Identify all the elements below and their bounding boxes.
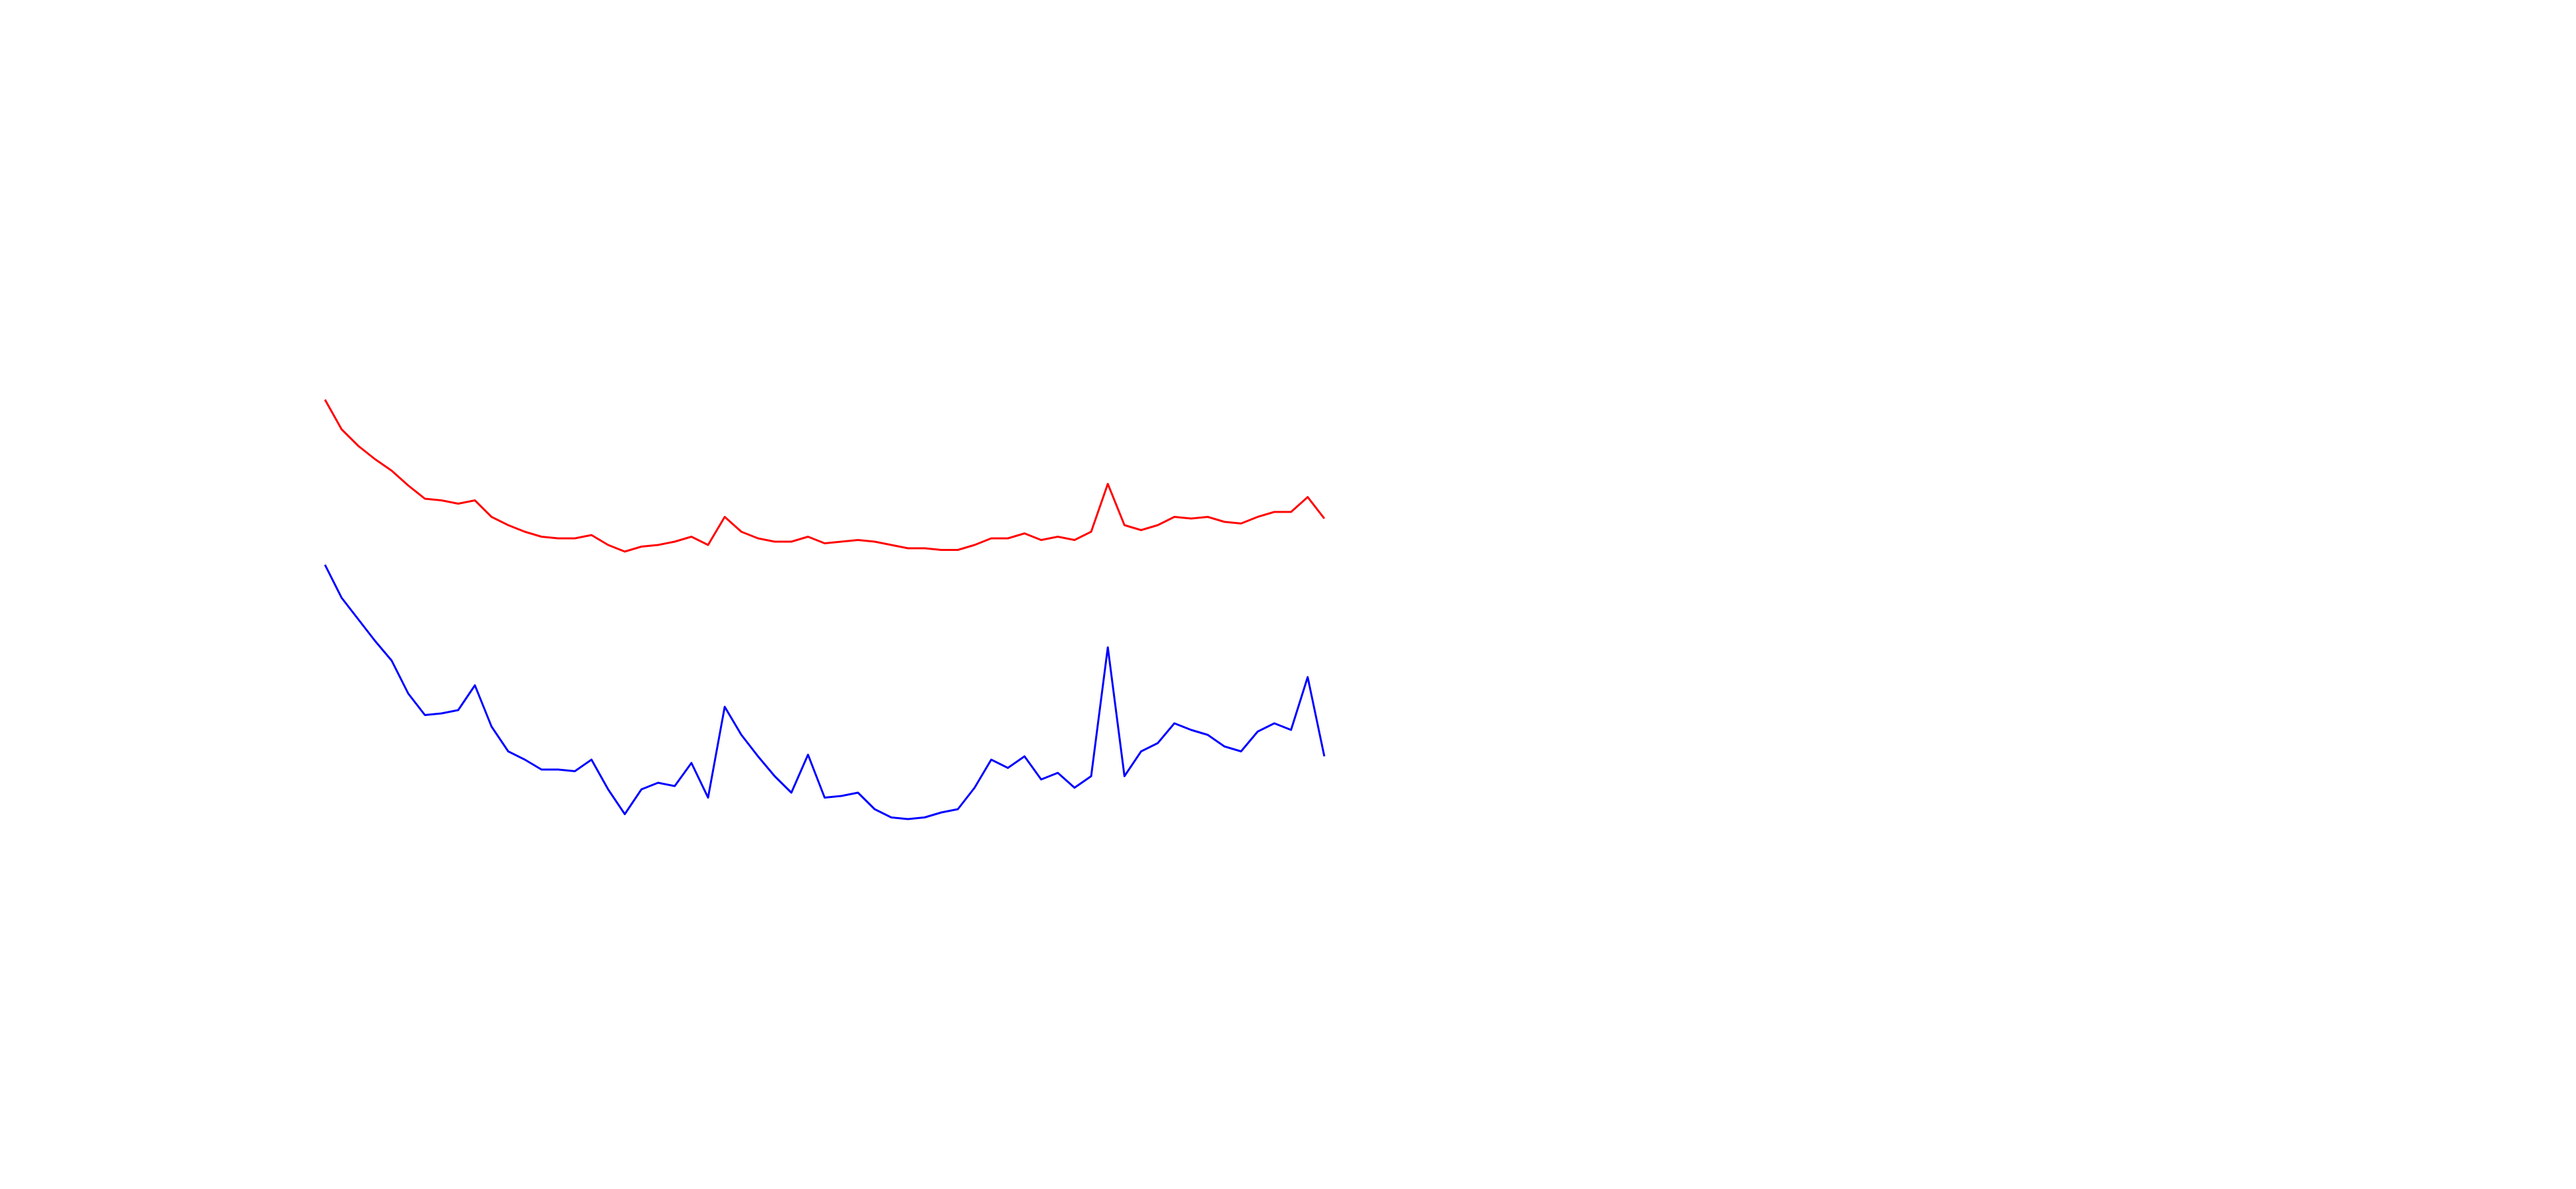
- line-series: [324, 399, 1326, 553]
- line-series: [324, 564, 1326, 820]
